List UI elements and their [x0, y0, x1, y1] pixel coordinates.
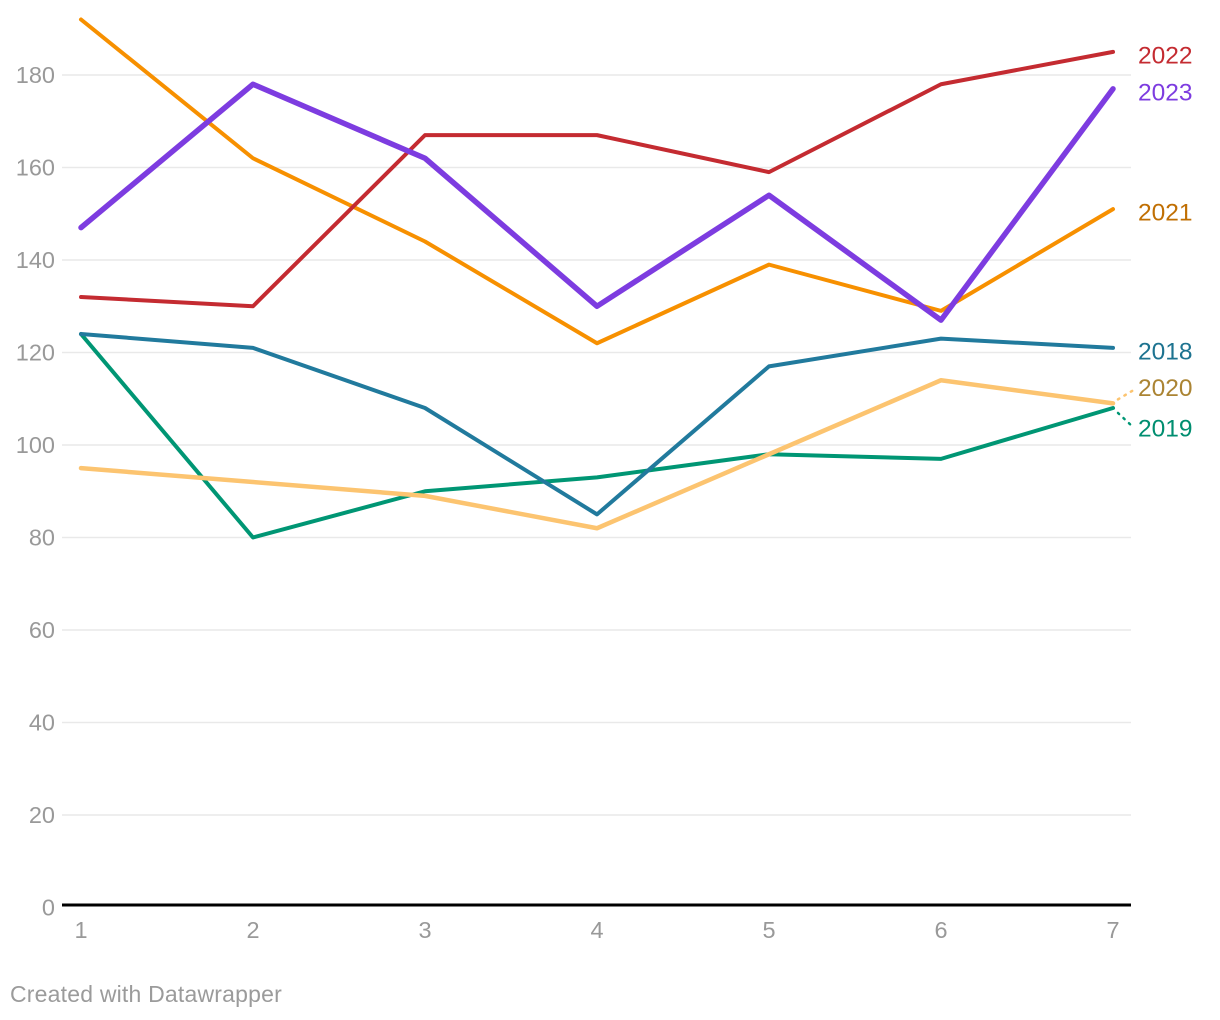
y-tick-label: 40	[29, 710, 55, 736]
series-label-2021: 2021	[1138, 200, 1193, 227]
y-tick-label: 100	[16, 432, 55, 458]
x-tick-label: 2	[246, 917, 259, 943]
series-label-2018: 2018	[1138, 338, 1193, 365]
series-line-2020	[78, 378, 1116, 531]
y-tick-label: 20	[29, 802, 55, 828]
y-tick-label: 120	[16, 340, 55, 366]
y-tick-label: 160	[16, 155, 55, 181]
label-leader-2019	[1116, 411, 1135, 429]
series-line-2019	[79, 332, 1115, 540]
y-tick-label: 140	[16, 247, 55, 273]
series-label-2023: 2023	[1138, 79, 1193, 106]
series-line-2023	[78, 81, 1116, 323]
x-tick-label: 7	[1106, 917, 1119, 943]
x-tick-label: 1	[74, 917, 87, 943]
x-tick-label: 3	[418, 917, 431, 943]
series-line-2022	[79, 49, 1115, 309]
y-tick-label: 60	[29, 617, 55, 643]
x-tick-label: 4	[590, 917, 603, 943]
datawrapper-credit: Created with Datawrapper	[10, 981, 282, 1007]
series-label-2019: 2019	[1138, 416, 1193, 443]
series-label-2022: 2022	[1138, 42, 1193, 69]
series-line-2021	[79, 17, 1115, 346]
y-tick-label: 180	[16, 62, 55, 88]
series-label-2020: 2020	[1138, 375, 1193, 402]
y-tick-label: 0	[42, 895, 55, 921]
label-leader-2020	[1116, 389, 1135, 401]
x-tick-label: 6	[934, 917, 947, 943]
y-tick-label: 80	[29, 525, 55, 551]
x-tick-label: 5	[762, 917, 775, 943]
series-line-2018	[79, 332, 1115, 517]
